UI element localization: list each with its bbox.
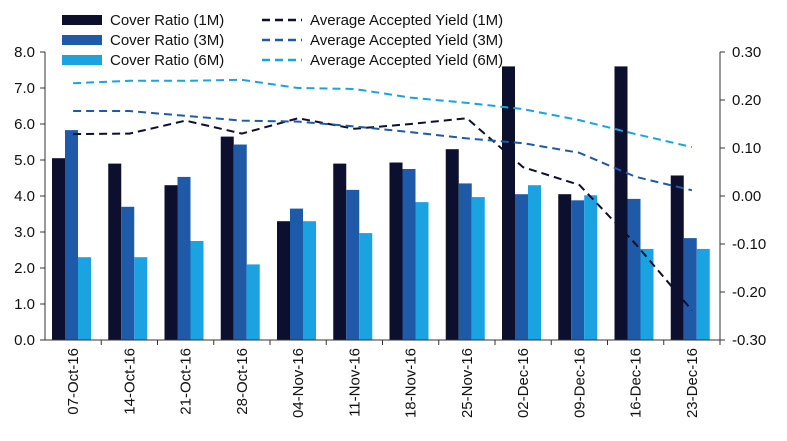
bar [177, 176, 191, 340]
bar [164, 185, 178, 340]
bar [458, 183, 472, 340]
x-tick-label: 21-Oct-16 [178, 348, 195, 415]
y2-tick-label: -0.20 [732, 284, 766, 301]
bar [471, 197, 485, 340]
y-tick-label: 1.0 [14, 296, 35, 313]
x-tick-label: 23-Dec-16 [684, 348, 701, 418]
bar [614, 66, 628, 341]
bar [389, 162, 403, 340]
bar [627, 198, 641, 340]
bar [359, 233, 373, 340]
y-tick-label: 3.0 [14, 224, 35, 241]
bar [415, 202, 429, 340]
bar [52, 158, 65, 340]
bar [571, 200, 585, 340]
y2-tick-label: 0.00 [732, 188, 761, 205]
bar [277, 221, 290, 340]
legend-swatch [62, 35, 102, 45]
bar [683, 238, 697, 340]
bar [108, 163, 122, 340]
bar [640, 248, 654, 340]
legend-label: Cover Ratio (3M) [110, 32, 224, 49]
bar [190, 241, 204, 340]
bar [303, 221, 316, 340]
x-tick-label: 04-Nov-16 [290, 348, 307, 418]
bar [121, 206, 135, 340]
y-tick-label: 6.0 [14, 116, 35, 133]
bar [558, 194, 572, 340]
y2-tick-label: 0.30 [732, 44, 761, 61]
legend-swatch [62, 55, 102, 65]
y-tick-label: 7.0 [14, 80, 35, 97]
x-tick-label: 09-Dec-16 [571, 348, 588, 418]
x-tick-label: 18-Nov-16 [403, 348, 420, 418]
x-tick-label: 14-Oct-16 [121, 348, 138, 415]
x-tick-label: 11-Nov-16 [346, 348, 363, 417]
y-tick-label: 2.0 [14, 260, 35, 277]
bar [502, 66, 515, 341]
legend-label: Cover Ratio (1M) [110, 12, 224, 29]
legend-swatch [62, 15, 102, 25]
line [73, 117, 693, 311]
x-tick-label: 07-Oct-16 [65, 348, 82, 415]
bar [696, 248, 710, 340]
bar [670, 175, 684, 340]
y2-tick-label: 0.10 [732, 140, 761, 157]
line [73, 110, 693, 192]
bar [78, 257, 91, 340]
y-tick-label: 5.0 [14, 152, 35, 169]
bar [220, 136, 234, 340]
y2-tick-label: -0.10 [732, 236, 766, 253]
y2-tick-label: 0.20 [732, 92, 761, 109]
bar [246, 264, 260, 340]
legend-label: Average Accepted Yield (3M) [310, 32, 503, 49]
bar [515, 194, 528, 340]
y-tick-label: 8.0 [14, 44, 35, 61]
legend-label: Cover Ratio (6M) [110, 52, 224, 69]
bar [333, 163, 347, 340]
bar [584, 195, 598, 340]
legend-label: Average Accepted Yield (1M) [310, 12, 503, 29]
bar [290, 208, 303, 340]
x-tick-label: 28-Oct-16 [234, 348, 251, 415]
bar [445, 149, 459, 340]
bar [346, 189, 360, 340]
y-tick-label: 0.0 [14, 332, 35, 349]
bar [233, 144, 247, 340]
legend-label: Average Accepted Yield (6M) [310, 52, 503, 69]
bar [134, 257, 148, 340]
x-tick-label: 25-Nov-16 [459, 348, 476, 418]
x-tick-label: 16-Dec-16 [628, 348, 645, 418]
x-tick-label: 02-Dec-16 [515, 348, 532, 418]
bar [402, 169, 416, 340]
bar [65, 130, 78, 340]
y-tick-label: 4.0 [14, 188, 35, 205]
bar [528, 185, 541, 340]
y2-tick-label: -0.30 [732, 332, 766, 349]
